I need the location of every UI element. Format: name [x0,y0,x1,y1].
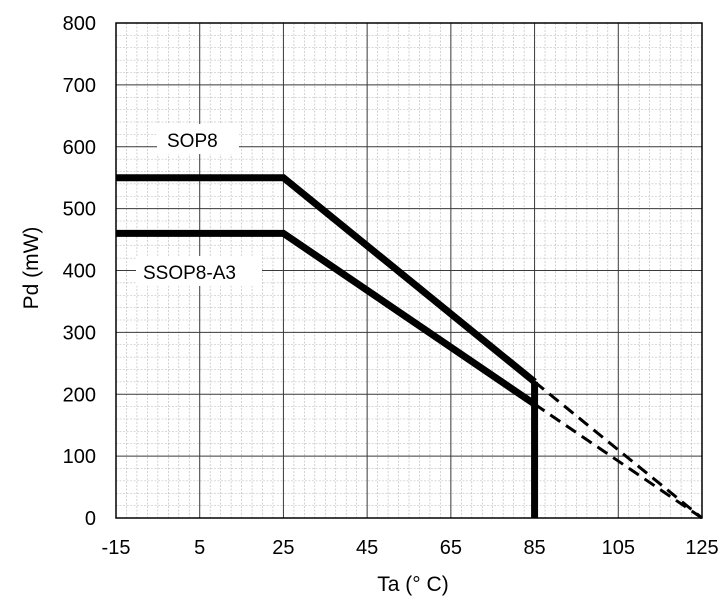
y-tick-label: 400 [63,261,96,283]
series-line-sop8 [116,174,537,385]
x-tick-label: 85 [523,537,545,559]
y-tick-label: 0 [85,508,96,530]
x-tick-label: 65 [440,537,462,559]
series-dashed-line-ssop8-a3 [533,402,703,520]
y-axis-title: Pd (mW) [20,227,43,310]
y-tick-label: 700 [63,75,96,97]
y-axis-tick-labels: 0 100 200 300 400 500 600 700 800 [63,13,96,530]
series-label-ssop8-a3: SSOP8-A3 [136,256,262,286]
series-label-ssop8-a3-text: SSOP8-A3 [143,263,236,284]
y-tick-label: 200 [63,384,96,406]
series-dashed-line-sop8 [533,380,703,520]
series-label-sop8-text: SOP8 [167,131,218,152]
x-tick-label: 105 [602,537,635,559]
y-tick-label: 500 [63,199,96,221]
x-axis-tick-labels: -15 5 25 45 65 85 105 125 [102,537,719,559]
y-tick-label: 600 [63,137,96,159]
x-tick-label: 25 [272,537,294,559]
plot-frame [115,22,703,519]
y-tick-label: 800 [63,13,96,35]
y-tick-label: 100 [63,446,96,468]
series-line-ssop8-a3 [116,229,537,408]
x-tick-label: 5 [194,537,205,559]
y-tick-label: 300 [63,322,96,344]
series-layer [116,174,703,520]
series-label-sop8: SOP8 [157,124,239,154]
x-tick-label: 125 [685,537,718,559]
x-tick-label: -15 [102,537,131,559]
x-axis-title: Ta (° C) [377,573,448,596]
x-tick-label: 45 [356,537,378,559]
